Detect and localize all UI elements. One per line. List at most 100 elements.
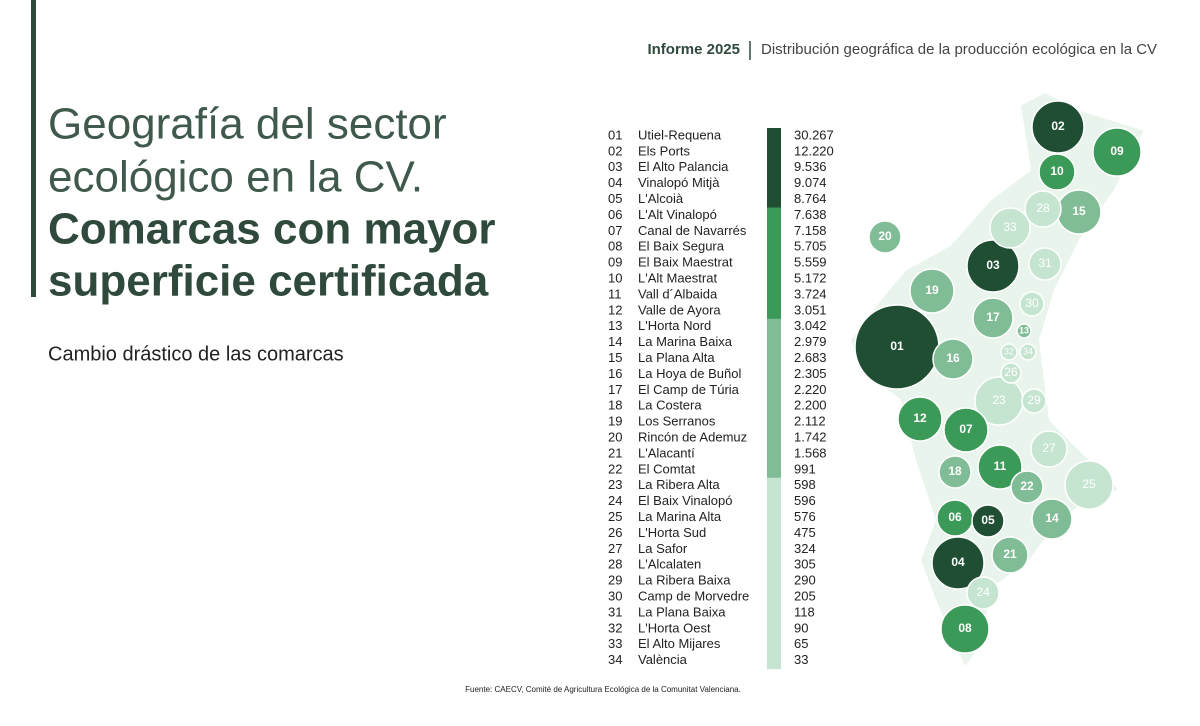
row-name: La Marina Alta xyxy=(638,509,722,524)
row-id: 25 xyxy=(608,509,622,524)
region-label: 19 xyxy=(925,283,939,297)
row-name: L'Alcoià xyxy=(638,191,684,206)
row-name: La Plana Alta xyxy=(638,350,715,365)
region-label: 14 xyxy=(1045,511,1059,525)
region-label: 27 xyxy=(1042,441,1056,455)
row-name: L'Alcalaten xyxy=(638,557,701,572)
color-swatch xyxy=(767,493,781,511)
region-label: 34 xyxy=(1023,346,1033,356)
row-value: 2.200 xyxy=(794,398,827,413)
row-value: 2.979 xyxy=(794,334,827,349)
color-swatch xyxy=(767,477,781,495)
row-id: 13 xyxy=(608,318,622,333)
region xyxy=(932,338,974,380)
row-name: El Alto Mijares xyxy=(638,636,721,651)
row-value: 5.705 xyxy=(794,239,827,254)
region-label: 29 xyxy=(1027,393,1041,407)
row-id: 17 xyxy=(608,382,622,397)
region-label: 06 xyxy=(948,510,962,524)
row-name: El Camp de Túria xyxy=(638,382,740,397)
row-name: L'Horta Nord xyxy=(638,318,711,333)
row-value: 12.220 xyxy=(794,143,834,158)
row-value: 5.559 xyxy=(794,255,827,270)
region-label: 02 xyxy=(1051,119,1065,133)
region-label: 04 xyxy=(951,555,965,569)
region xyxy=(909,268,955,314)
color-swatch xyxy=(767,636,781,654)
region xyxy=(1016,323,1032,339)
row-id: 15 xyxy=(608,350,622,365)
color-swatch xyxy=(767,350,781,367)
color-swatch xyxy=(767,557,781,574)
row-value: 1.568 xyxy=(794,445,827,460)
region xyxy=(1010,470,1044,504)
color-swatch xyxy=(767,382,781,399)
region-label: 22 xyxy=(1020,479,1034,493)
row-value: 7.638 xyxy=(794,207,827,222)
row-id: 14 xyxy=(608,334,622,349)
region xyxy=(1092,127,1142,177)
row-name: El Baix Maestrat xyxy=(638,255,733,270)
color-swatch xyxy=(767,446,781,463)
region-label: 08 xyxy=(958,621,972,635)
row-name: Rincón de Ademuz xyxy=(638,429,747,444)
row-name: El Alto Palancia xyxy=(638,159,729,174)
region-label: 25 xyxy=(1082,477,1096,491)
region-label: 21 xyxy=(1003,547,1017,561)
region-label: 13 xyxy=(1019,325,1029,335)
region xyxy=(1038,153,1076,191)
row-name: El Baix Segura xyxy=(638,239,725,254)
row-id: 24 xyxy=(608,493,622,508)
row-id: 33 xyxy=(608,636,622,651)
row-id: 28 xyxy=(608,557,622,572)
region xyxy=(972,297,1014,339)
row-id: 11 xyxy=(608,286,622,301)
row-id: 23 xyxy=(608,477,622,492)
color-swatch xyxy=(767,302,781,320)
region xyxy=(1019,291,1045,317)
title-line: Geografía del sector xyxy=(48,100,447,149)
row-id: 22 xyxy=(608,461,622,476)
color-swatch xyxy=(767,223,781,240)
source: Fuente: CAECV, Comité de Agricultura Eco… xyxy=(465,685,741,694)
row-value: 5.172 xyxy=(794,270,827,285)
color-swatch xyxy=(767,175,781,193)
region-label: 01 xyxy=(890,339,904,353)
region-label: 30 xyxy=(1025,296,1039,310)
color-swatch xyxy=(767,589,781,606)
row-id: 07 xyxy=(608,223,622,238)
row-value: 596 xyxy=(794,493,816,508)
row-name: La Costera xyxy=(638,398,702,413)
region-label: 33 xyxy=(1003,220,1017,234)
row-value: 290 xyxy=(794,573,816,588)
row-value: 9.536 xyxy=(794,159,827,174)
color-swatch xyxy=(767,509,781,526)
row-value: 2.220 xyxy=(794,382,827,397)
row-value: 118 xyxy=(794,604,815,619)
row-value: 475 xyxy=(794,525,816,540)
region xyxy=(1064,460,1114,510)
row-name: Vall d´Albaida xyxy=(638,286,718,301)
color-swatch xyxy=(767,525,781,542)
region-label: 18 xyxy=(948,464,962,478)
row-id: 16 xyxy=(608,366,622,381)
title-line: ecológico en la CV. xyxy=(48,153,423,202)
color-swatch xyxy=(767,366,781,383)
row-id: 12 xyxy=(608,302,622,317)
region-label: 05 xyxy=(981,513,995,527)
color-swatch xyxy=(767,255,781,272)
region xyxy=(1028,247,1062,281)
row-name: Valle de Ayora xyxy=(638,302,721,317)
row-name: L'Alacantí xyxy=(638,445,695,460)
row-name: La Safor xyxy=(638,541,688,556)
color-swatch xyxy=(767,605,781,622)
region xyxy=(1000,343,1018,361)
color-swatch xyxy=(767,191,781,208)
region xyxy=(977,444,1023,490)
row-name: La Marina Baixa xyxy=(638,334,733,349)
title-line: superficie certificada xyxy=(48,257,489,306)
region xyxy=(989,207,1031,249)
color-swatch xyxy=(767,430,781,447)
row-value: 90 xyxy=(794,620,808,635)
